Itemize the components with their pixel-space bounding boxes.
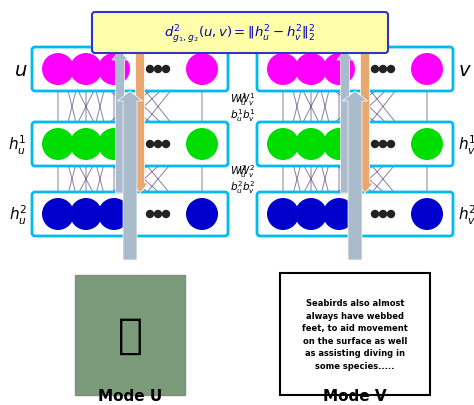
Text: $W^2_v$: $W^2_v$ [238, 163, 255, 180]
FancyArrow shape [132, 51, 148, 194]
FancyArrow shape [357, 51, 373, 194]
Text: Mode V: Mode V [323, 388, 387, 403]
Circle shape [380, 66, 386, 73]
FancyBboxPatch shape [257, 123, 453, 166]
Text: $v$: $v$ [458, 60, 472, 79]
Circle shape [70, 198, 102, 230]
Circle shape [186, 54, 218, 86]
Circle shape [70, 129, 102, 161]
Circle shape [267, 54, 299, 86]
Circle shape [323, 198, 355, 230]
Circle shape [372, 211, 379, 218]
Circle shape [411, 198, 443, 230]
Circle shape [411, 129, 443, 161]
Circle shape [155, 211, 162, 218]
FancyBboxPatch shape [92, 13, 388, 54]
Circle shape [186, 129, 218, 161]
Circle shape [163, 211, 170, 218]
FancyArrow shape [118, 92, 143, 260]
Circle shape [155, 141, 162, 148]
Text: $d^2_{g_1,g_2}(u,v) = \|h^2_u - h^2_v\|^2_2$: $d^2_{g_1,g_2}(u,v) = \|h^2_u - h^2_v\|^… [164, 22, 316, 45]
Text: 🐦: 🐦 [118, 314, 143, 356]
Circle shape [42, 198, 74, 230]
Text: Mode U: Mode U [98, 388, 162, 403]
Circle shape [163, 66, 170, 73]
Circle shape [388, 66, 394, 73]
Text: $b^2_u$: $b^2_u$ [230, 179, 243, 196]
Text: $h^1_u$: $h^1_u$ [9, 133, 27, 156]
Circle shape [267, 198, 299, 230]
Text: $h^2_v$: $h^2_v$ [458, 203, 474, 226]
Circle shape [388, 211, 394, 218]
Circle shape [42, 54, 74, 86]
Bar [280, 273, 430, 395]
Circle shape [98, 54, 130, 86]
FancyBboxPatch shape [32, 123, 228, 166]
Circle shape [323, 129, 355, 161]
FancyBboxPatch shape [257, 192, 453, 237]
Circle shape [295, 198, 327, 230]
Text: $b^1_v$: $b^1_v$ [242, 107, 255, 124]
Circle shape [372, 66, 379, 73]
Text: $h^1_v$: $h^1_v$ [458, 133, 474, 156]
Circle shape [388, 141, 394, 148]
FancyBboxPatch shape [32, 48, 228, 92]
Circle shape [267, 129, 299, 161]
Text: $W^1_u$: $W^1_u$ [230, 91, 247, 108]
Text: $b^2_v$: $b^2_v$ [242, 179, 255, 196]
Text: $W^2_u$: $W^2_u$ [230, 163, 247, 180]
Circle shape [372, 141, 379, 148]
Circle shape [155, 66, 162, 73]
Circle shape [186, 198, 218, 230]
Text: $u$: $u$ [14, 60, 27, 79]
FancyBboxPatch shape [32, 192, 228, 237]
Circle shape [380, 141, 386, 148]
Circle shape [380, 211, 386, 218]
Text: $b^1_u$: $b^1_u$ [230, 107, 243, 124]
Bar [75, 275, 185, 395]
Circle shape [323, 54, 355, 86]
Circle shape [295, 54, 327, 86]
FancyArrow shape [112, 51, 128, 194]
Circle shape [98, 198, 130, 230]
Circle shape [42, 129, 74, 161]
FancyBboxPatch shape [257, 48, 453, 92]
Circle shape [70, 54, 102, 86]
Circle shape [146, 211, 154, 218]
Circle shape [295, 129, 327, 161]
Circle shape [98, 129, 130, 161]
Circle shape [163, 141, 170, 148]
FancyArrow shape [342, 92, 368, 260]
Text: $W^1_v$: $W^1_v$ [238, 91, 255, 108]
FancyArrow shape [337, 51, 353, 194]
Circle shape [146, 66, 154, 73]
Circle shape [146, 141, 154, 148]
Circle shape [411, 54, 443, 86]
Text: $h^2_u$: $h^2_u$ [9, 203, 27, 226]
Text: Seabirds also almost
always have webbed
feet, to aid movement
on the surface as : Seabirds also almost always have webbed … [302, 298, 408, 370]
